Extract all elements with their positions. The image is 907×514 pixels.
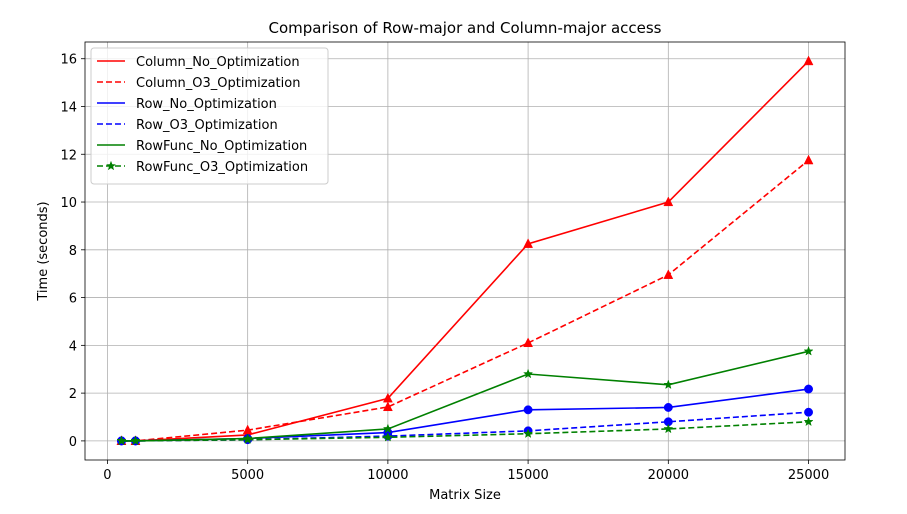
y-tick-label: 4 — [69, 339, 77, 354]
chart-title: Comparison of Row-major and Column-major… — [269, 19, 662, 37]
triangle-marker — [382, 401, 393, 412]
legend-box — [90, 47, 329, 185]
y-axis-title: Time (seconds) — [36, 201, 51, 301]
circle-marker — [804, 407, 813, 417]
legend-item: RowFunc_O3_Optimization — [97, 160, 308, 175]
legend-label: Column_No_Optimization — [136, 55, 300, 70]
star-marker — [382, 431, 393, 442]
star-marker — [382, 423, 393, 434]
star-marker — [105, 160, 117, 171]
circle-marker — [663, 403, 673, 412]
star-marker — [663, 423, 674, 434]
star-marker — [116, 435, 127, 446]
star-marker — [523, 368, 534, 379]
y-tick-label: 2 — [69, 387, 77, 402]
x-tick-label: 20000 — [648, 468, 689, 483]
axes: 0 5000 10000 15000 20000 25000 0 2 4 6 8 10 12 14 16 — [60, 41, 846, 483]
legend-item: Row_No_Optimization — [97, 97, 277, 112]
star-marker — [803, 345, 814, 356]
triangle-marker — [803, 154, 814, 165]
series-rowfunc-o3-optimization — [116, 416, 814, 446]
triangle-marker — [523, 238, 534, 248]
legend-item: RowFunc_No_Optimization — [97, 139, 307, 154]
y-tick-label: 12 — [60, 148, 77, 163]
legend: Column_No_Optimization Column_O3_Optimiza… — [90, 47, 329, 185]
x-tick-label: 25000 — [788, 468, 829, 483]
star-marker — [803, 416, 814, 427]
legend-label: Column_O3_Optimization — [136, 76, 300, 91]
circle-marker — [804, 384, 813, 394]
x-tick-label: 0 — [103, 468, 111, 483]
star-marker — [663, 379, 674, 390]
series-line — [121, 350, 809, 442]
series-rowfunc-no-optimization — [116, 345, 814, 446]
plot-frame — [84, 41, 846, 461]
legend-label: Row_O3_Optimization — [136, 118, 278, 133]
x-tick-label: 10000 — [367, 468, 408, 483]
triangle-marker — [523, 337, 534, 348]
legend-label: Row_No_Optimization — [136, 97, 277, 112]
x-tick-label: 15000 — [507, 468, 548, 483]
star-marker — [130, 435, 141, 446]
y-tick-label: 10 — [60, 196, 77, 211]
y-tick-label: 6 — [69, 292, 77, 307]
star-marker — [523, 428, 534, 439]
y-tick-label: 16 — [60, 53, 77, 68]
y-tick-label: 8 — [69, 244, 77, 259]
x-axis-title: Matrix Size — [429, 488, 501, 503]
legend-item: Row_O3_Optimization — [97, 118, 278, 133]
legend-label: RowFunc_No_Optimization — [136, 139, 307, 154]
series-column-o3-optimization — [116, 154, 814, 445]
grid-lines — [85, 42, 845, 460]
y-tick-label: 14 — [60, 100, 77, 115]
legend-item: Column_No_Optimization — [97, 55, 300, 70]
star-marker — [242, 434, 253, 445]
legend-item: Column_O3_Optimization — [97, 76, 300, 91]
series-line — [121, 420, 809, 442]
triangle-marker — [663, 269, 674, 279]
x-tick-label: 5000 — [231, 468, 264, 483]
y-tick-label: 0 — [69, 435, 77, 450]
series-lines — [116, 55, 814, 446]
legend-label: RowFunc_O3_Optimization — [136, 160, 308, 175]
triangle-marker — [663, 196, 674, 207]
triangle-marker — [803, 55, 814, 66]
circle-marker — [523, 405, 533, 415]
